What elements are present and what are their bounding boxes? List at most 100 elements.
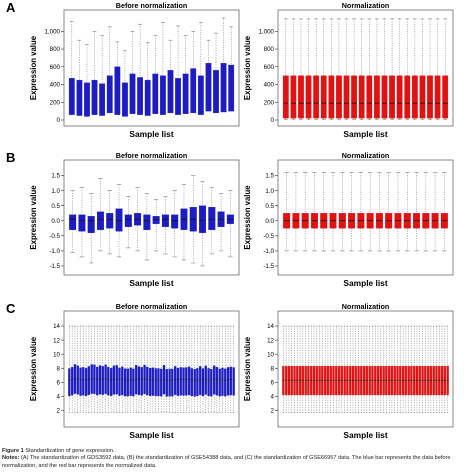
chart-a-before-box [76,79,83,116]
chart-a-normalized-frame [277,9,454,127]
chart-c-normalized-box [332,365,335,396]
chart-a-before-box [160,75,166,115]
chart-c-normalized-box [340,365,343,396]
chart-c-normalized-ytick-label: 10 [267,351,274,358]
chart-b-before-ytick-label: 0.5 [51,203,60,210]
chart-c-before-title: Before normalization [116,302,188,311]
chart-c-normalized-frame [277,310,454,428]
chart-c-before-ytick-label: 4 [57,394,61,401]
chart-a-before-box [228,64,235,112]
chart-b-before-ytick-label: -0.5 [49,233,60,240]
chart-c-normalized-box [435,365,438,396]
chart-b-before-ytick-label: 1.5 [51,173,60,180]
chart-a-before-box [167,70,174,114]
chart-c-before-box [107,366,110,396]
chart-c-normalized-box [374,365,377,396]
panel-b-label: B [6,150,15,165]
chart-c-before-box [207,368,210,397]
chart-c-normalized-box [343,365,346,396]
chart-c-before-box [84,368,88,397]
chart-a-normalized-box [358,75,365,119]
chart-a-normalized-ytick-label: 400 [264,82,275,89]
chart-b-before-box [199,205,207,233]
panel-a-label: A [6,0,16,15]
chart-c-before-box [224,368,227,397]
chart-b-before-box [208,207,216,230]
chart-c-normalized-box [323,365,327,396]
chart-a-normalized-ytick-label: 1,000 [259,29,275,36]
chart-c-before-box [171,368,174,397]
chart-a-before-box [144,79,151,116]
chart-c-normalized-box [357,365,360,396]
chart-a-before-box [182,73,189,114]
chart-b-before-ytick-label: -1.0 [49,248,60,255]
chart-b-normalized-ytick-label: -1.5 [263,263,274,270]
chart-c-before-box [212,365,216,395]
chart-a-normalized-box [282,75,289,119]
chart-b-before-box [152,216,160,224]
chart-a-normalized-box [298,75,304,119]
chart-c-normalized-box [315,365,318,396]
chart-a-normalized-box [374,75,380,119]
chart-c-before-box [218,368,221,397]
chart-c-before-xlabel: Sample list [129,430,173,440]
chart-a-normalized-ytick-label: 0 [271,117,275,124]
chart-c-before-box [101,366,104,395]
chart-c-normalized-box [432,365,435,396]
chart-c-normalized-ytick-label: 14 [267,323,274,330]
caption-notes-text: (A) The standardization of GDS3592 data,… [2,455,451,469]
chart-c-normalized-box [337,365,341,396]
chart-a-before-ytick-label: 600 [50,64,61,71]
chart-c-normalized-box [385,365,388,396]
chart-a-normalized-box [351,75,357,119]
chart-c-normalized-box [365,365,369,396]
chart-c-normalized-ytick-label: 8 [271,365,275,372]
chart-c-normalized-ytick-label: 4 [271,394,275,401]
chart-a-normalized-box [419,75,426,119]
chart-a-normalized-box [411,75,418,119]
chart-b-normalized-frame [277,159,454,276]
chart-c-normalized-box [390,365,394,396]
chart-c-before-box [151,367,155,396]
chart-b-before-ytick-label: -1.5 [49,263,60,270]
chart-c-before-box [123,368,127,397]
chart-c-before-ytick-label: 12 [53,337,60,344]
chart-a-before-box [213,70,219,114]
chart-c-before-ytick-label: 8 [57,365,61,372]
chart-b-normalized-ytick-label: 1.5 [265,173,274,180]
chart-c-normalized-box [399,365,402,396]
chart-b-before-box [69,214,77,230]
chart-a-before-ytick-label: 0 [57,117,61,124]
chart-c-normalized-box [349,365,352,396]
chart-b-before-box [115,208,123,232]
chart-c-before-box [71,367,74,396]
chart-a-normalized-box [404,75,411,119]
chart-c-before-box [190,368,194,397]
chart-c-normalized-box [426,365,430,396]
chart-c-normalized-box [285,365,288,396]
chart-c-before-box [176,367,180,396]
chart-c-before-frame [63,310,240,428]
chart-c-normalized-box [310,365,313,396]
chart-a-normalized-ytick-label: 600 [264,64,275,71]
chart-c-normalized-box [443,365,446,396]
chart-c-before-box [162,365,166,395]
chart-c-before-box [129,367,132,396]
chart-c-before-box [204,365,207,395]
chart-c-normalized-box [351,365,355,396]
chart-a-before-ytick-label: 1,000 [45,29,61,36]
chart-b-before-ytick-label: 1.0 [51,188,60,195]
chart-c-before-box [135,365,138,395]
chart-a-normalized-box [366,75,373,119]
chart-c-before-box [96,366,99,396]
chart-c-before-box [87,366,91,395]
chart-a-before-box [122,82,128,117]
chart-c-normalized-ytick-label: 2 [271,408,275,415]
chart-c-normalized-box [321,365,324,396]
chart-a-before-ytick-label: 200 [50,99,61,106]
chart-a-before-ytick-label: 800 [50,46,61,53]
chart-c-before-box [140,367,143,396]
chart-c-before-box [154,368,157,397]
chart-a-normalized-box [313,75,320,119]
chart-a-before-box [137,77,143,115]
